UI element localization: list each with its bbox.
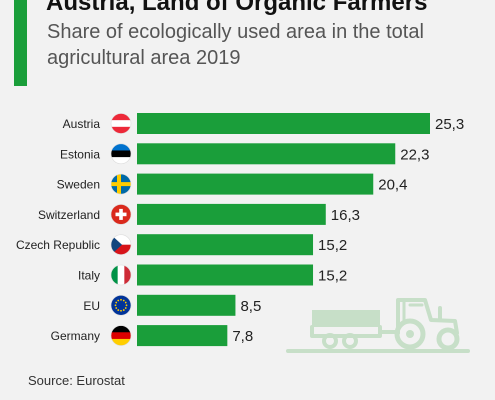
estonia-flag-icon: [110, 143, 132, 165]
sweden-flag-icon: [110, 173, 132, 195]
bar-estonia: [137, 143, 396, 165]
value-label-eu: 8,5: [240, 298, 261, 315]
category-label-sweden: Sweden: [57, 178, 100, 192]
category-label-germany: Germany: [51, 329, 100, 343]
germany-flag-icon: [110, 325, 132, 346]
chart-title: Austria, Land of Organic Farmers: [46, 0, 428, 16]
value-label-czech-republic: 15,2: [318, 237, 347, 254]
bar-sweden: [137, 173, 374, 195]
category-label-czech-republic: Czech Republic: [16, 238, 100, 252]
value-label-switzerland: 16,3: [331, 207, 360, 224]
category-label-italy: Italy: [78, 269, 100, 283]
value-label-germany: 7,8: [232, 328, 253, 345]
value-label-sweden: 20,4: [378, 177, 407, 194]
bar-czech-republic: [137, 234, 314, 256]
bar-eu: [137, 294, 236, 316]
austria-flag-icon: [110, 113, 132, 134]
italy-flag-icon: [110, 264, 132, 286]
switzerland-flag-icon: [110, 204, 132, 225]
category-label-austria: Austria: [63, 117, 101, 131]
category-label-switzerland: Switzerland: [38, 208, 100, 222]
chart-subtitle: Share of ecologically used area in the t…: [47, 21, 424, 69]
value-label-italy: 15,2: [318, 268, 347, 285]
bar-austria: [137, 113, 430, 134]
category-label-estonia: Estonia: [60, 147, 100, 161]
eu-flag-icon: [110, 294, 132, 316]
accent-bar: [14, 0, 27, 86]
category-label-eu: EU: [83, 299, 100, 313]
bar-germany: [137, 325, 228, 347]
value-label-estonia: 22,3: [400, 146, 429, 163]
bar-switzerland: [137, 203, 326, 225]
source-note: Source: Eurostat: [28, 373, 125, 388]
value-label-austria: 25,3: [435, 116, 464, 133]
bar-italy: [137, 264, 314, 286]
tractor-with-trailer-icon: [286, 298, 470, 353]
czech-republic-flag-icon: [110, 234, 132, 255]
